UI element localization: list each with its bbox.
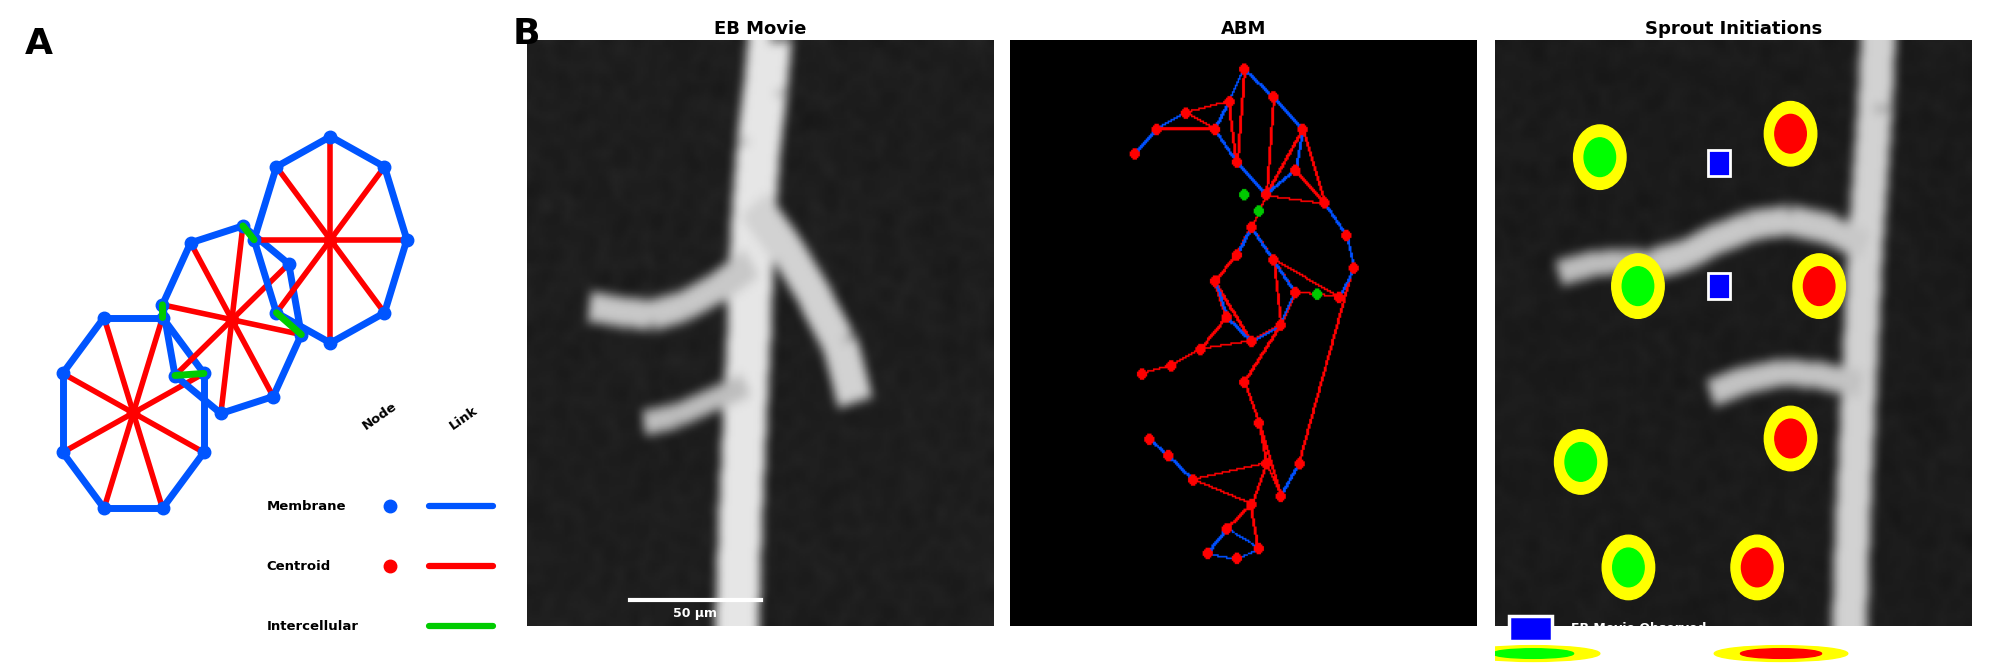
Circle shape: [1765, 406, 1817, 471]
Circle shape: [1742, 548, 1773, 587]
Bar: [1509, 615, 1551, 641]
Circle shape: [1740, 649, 1821, 659]
Circle shape: [1467, 645, 1600, 661]
Circle shape: [1565, 443, 1596, 482]
Circle shape: [1583, 138, 1616, 176]
Circle shape: [1614, 548, 1644, 587]
Circle shape: [1803, 267, 1835, 306]
Title: Sprout Initiations: Sprout Initiations: [1644, 21, 1823, 39]
Circle shape: [1622, 267, 1654, 306]
Circle shape: [1730, 535, 1783, 599]
Text: Membrane: Membrane: [266, 500, 346, 513]
Text: B: B: [513, 17, 541, 51]
Circle shape: [1493, 649, 1573, 659]
Text: Node: Node: [360, 400, 400, 433]
Circle shape: [1775, 419, 1807, 458]
Text: EB Movie Observed: EB Movie Observed: [1571, 621, 1706, 635]
Circle shape: [1793, 254, 1845, 318]
Circle shape: [1573, 125, 1626, 189]
Title: ABM: ABM: [1221, 21, 1266, 39]
Text: Link: Link: [447, 404, 481, 433]
Bar: [1708, 150, 1730, 176]
Bar: [1708, 273, 1730, 299]
Title: EB Movie: EB Movie: [714, 21, 807, 39]
Circle shape: [1555, 430, 1608, 494]
Text: 50 μm: 50 μm: [674, 607, 716, 620]
Circle shape: [1602, 535, 1654, 599]
Text: Intercellular: Intercellular: [266, 619, 358, 633]
Text: False Positive: False Positive: [1819, 647, 1915, 660]
Circle shape: [1714, 645, 1847, 661]
Text: Centroid: Centroid: [266, 559, 330, 573]
Text: A: A: [24, 27, 52, 61]
Circle shape: [1765, 101, 1817, 166]
Text: True Positive: True Positive: [1571, 647, 1662, 660]
Circle shape: [1612, 254, 1664, 318]
Circle shape: [1775, 115, 1807, 153]
